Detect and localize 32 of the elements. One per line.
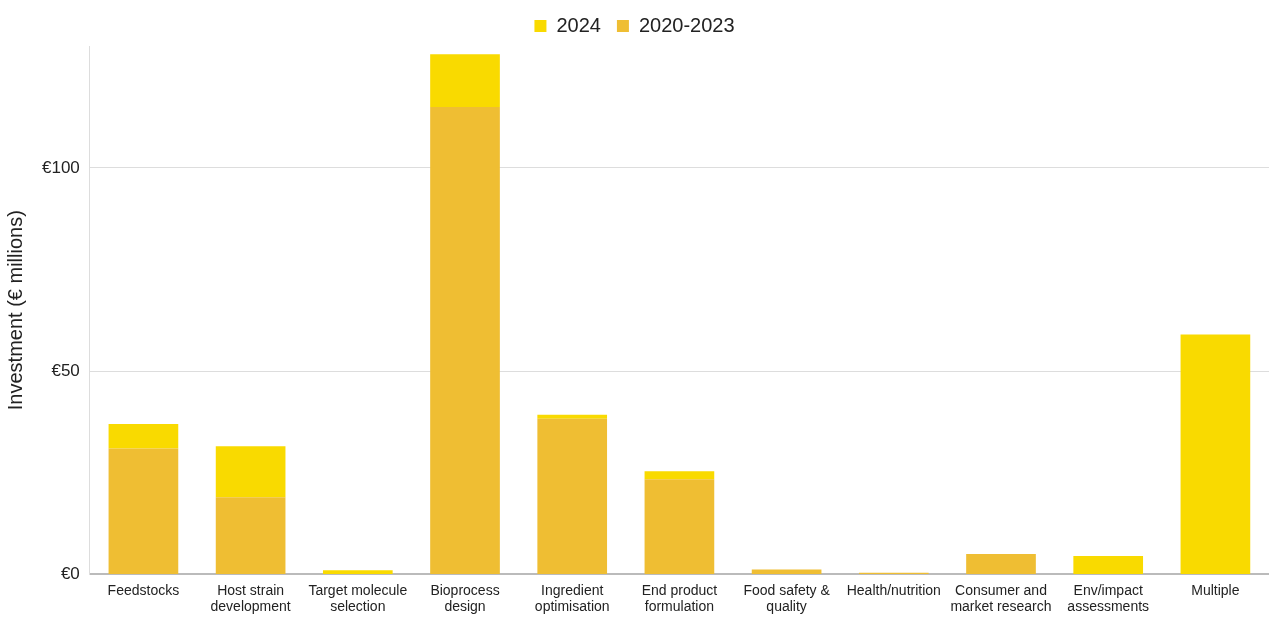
bar <box>1180 334 1251 574</box>
legend-label: 2024 <box>556 13 601 36</box>
bar <box>215 497 286 574</box>
bar <box>537 414 608 419</box>
bar <box>751 569 822 574</box>
x-tick-label: Target molecule selection <box>308 581 408 615</box>
x-tick-label: Host strain development <box>210 581 291 615</box>
bar <box>215 446 286 498</box>
bar <box>430 106 500 574</box>
bar <box>1073 556 1144 574</box>
bar <box>108 424 179 449</box>
x-tick-label: Feedstocks <box>107 581 180 598</box>
bar <box>108 448 179 574</box>
x-tick-label: Multiple <box>1191 581 1240 598</box>
bar <box>644 471 715 480</box>
x-tick-label: Health/nutrition <box>846 581 941 598</box>
x-tick-label: Bioprocess design <box>430 581 500 615</box>
x-tick-label: Env/impact assessments <box>1067 581 1150 615</box>
x-tick-label: Consumer and market research <box>950 581 1052 615</box>
x-tick-label: Ingredient optimisation <box>534 581 610 615</box>
x-tick-label: End product formulation <box>641 581 718 615</box>
x-tick-label: Food safety & quality <box>743 581 831 615</box>
bar <box>644 479 715 574</box>
legend-label: 2020-2023 <box>638 13 735 36</box>
bar <box>322 570 393 574</box>
y-tick-label: €100 <box>41 157 80 177</box>
bar <box>966 554 1036 574</box>
y-axis-title: Investment (€ millions) <box>3 210 26 411</box>
y-tick-label: €50 <box>51 360 80 380</box>
y-tick-label: €0 <box>60 564 80 584</box>
bar <box>430 54 500 107</box>
bar <box>537 418 608 574</box>
